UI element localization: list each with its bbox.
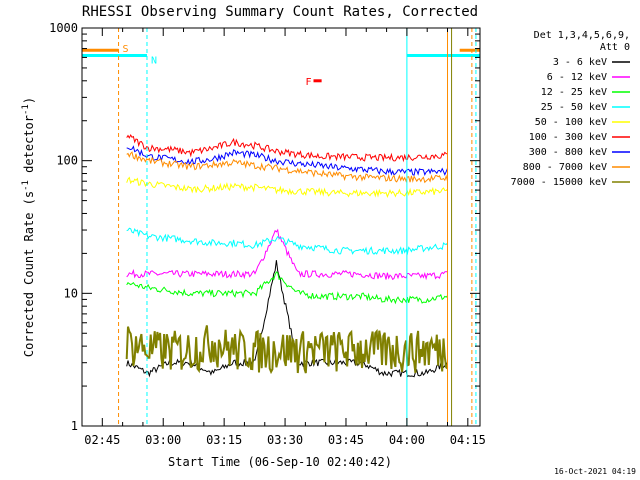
- y-axis-label-start: Corrected Count Rate (s: [22, 191, 36, 357]
- series-line-6: [126, 145, 448, 177]
- plot-frame: [81, 27, 481, 427]
- x-tick-label-6: 04:15: [450, 433, 486, 447]
- series-line-1: [126, 228, 448, 281]
- y-axis: 1 10 100 1000: [49, 21, 480, 433]
- flag-label-n: N: [151, 56, 157, 67]
- y-tick-label-1: 10: [64, 286, 78, 300]
- x-tick-label-4: 03:45: [328, 433, 364, 447]
- x-tick-label-5: 04:00: [389, 433, 425, 447]
- legend-label-1: 6 - 12 keV: [547, 72, 607, 83]
- legend-label-7: 800 - 7000 keV: [523, 162, 607, 173]
- legend-label-2: 12 - 25 keV: [541, 87, 607, 98]
- legend-label-0: 3 - 6 keV: [553, 57, 607, 68]
- x-tick-label-0: 02:45: [84, 433, 120, 447]
- series-line-7: [126, 151, 448, 184]
- series-line-4: [126, 176, 448, 198]
- series-line-5: [126, 133, 448, 163]
- y-tick-label-0: 1: [71, 419, 78, 433]
- flag-label-f: F: [305, 77, 311, 88]
- y-axis-label-sup2: -1: [21, 104, 31, 115]
- series-line-8: [125, 325, 449, 375]
- x-tick-label-2: 03:15: [206, 433, 242, 447]
- series-layer: [125, 133, 449, 378]
- x-tick-label-1: 03:00: [145, 433, 181, 447]
- x-axis-label: Start Time (06-Sep-10 02:40:42): [168, 455, 392, 469]
- flag-layer: S N F: [82, 44, 480, 88]
- legend-header-1: Att 0: [600, 42, 630, 53]
- legend-label-5: 100 - 300 keV: [529, 132, 607, 143]
- y-axis-label: Corrected Count Rate (s-1 detector-1): [21, 97, 36, 357]
- y-tick-label-2: 100: [56, 154, 78, 168]
- series-line-0: [126, 260, 448, 378]
- legend-label-6: 300 - 800 keV: [529, 147, 607, 158]
- legend-label-4: 50 - 100 keV: [535, 117, 607, 128]
- series-line-2: [126, 271, 448, 305]
- y-axis-label-sup1: -1: [21, 180, 31, 191]
- marker-layer: [118, 28, 477, 426]
- y-axis-label-mid: detector: [22, 115, 36, 180]
- legend-header-0: Det 1,3,4,5,6,9,: [534, 30, 630, 41]
- x-axis: 02:45 03:00 03:15 03:30 03:45 04:00 04:15: [81, 28, 486, 447]
- series-line-3: [126, 227, 448, 256]
- flag-label-s: S: [123, 44, 129, 55]
- x-tick-label-3: 03:30: [267, 433, 303, 447]
- y-axis-label-end: ): [22, 97, 36, 104]
- chart-title: RHESSI Observing Summary Count Rates, Co…: [82, 4, 478, 20]
- legend-label-8: 7000 - 15000 keV: [511, 177, 607, 188]
- legend: Det 1,3,4,5,6,9,Att 0 3 - 6 keV 6 - 12 keV…: [511, 30, 630, 188]
- timestamp: 16-Oct-2021 04:19: [554, 467, 636, 476]
- legend-label-3: 25 - 50 keV: [541, 102, 607, 113]
- y-tick-label-3: 1000: [49, 21, 78, 35]
